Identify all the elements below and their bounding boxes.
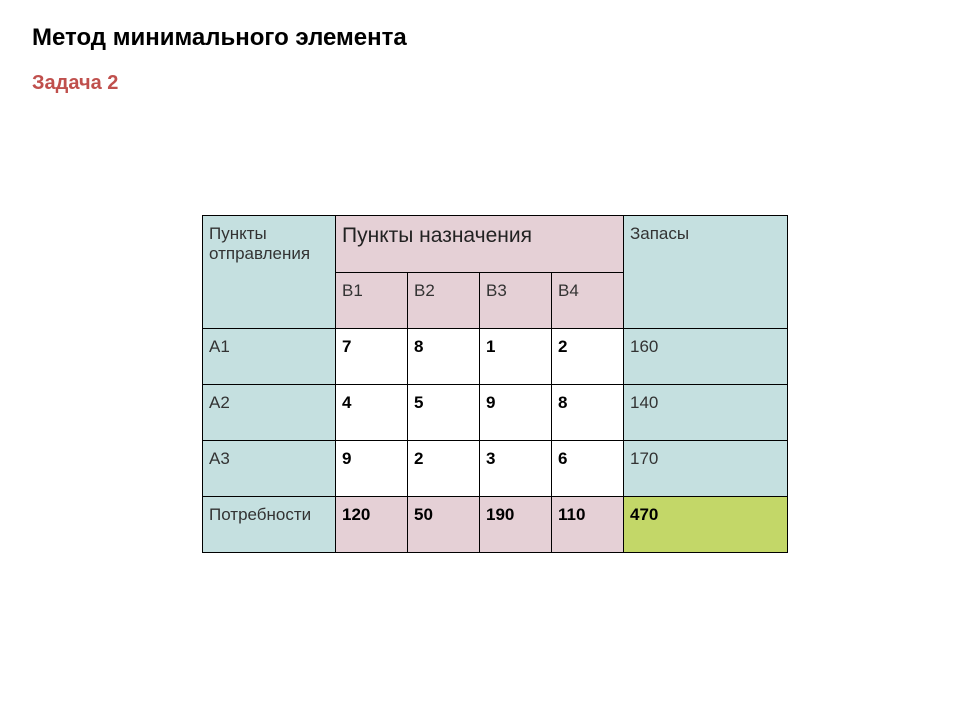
cost-a2-b3: 9 [480, 385, 552, 441]
cost-a1-b2: 8 [408, 329, 480, 385]
dest-b3: B3 [480, 273, 552, 329]
page-title: Метод минимального элемента [32, 24, 928, 52]
cost-a1-b1: 7 [336, 329, 408, 385]
cost-a2-b1: 4 [336, 385, 408, 441]
dest-b2: B2 [408, 273, 480, 329]
stock-a1: 160 [624, 329, 788, 385]
need-b3: 190 [480, 497, 552, 553]
src-a3: A3 [203, 441, 336, 497]
cost-a1-b3: 1 [480, 329, 552, 385]
transportation-table: Пункты отправления Пункты назначения Зап… [202, 215, 788, 553]
dest-b1: B1 [336, 273, 408, 329]
stock-a3: 170 [624, 441, 788, 497]
cost-a1-b4: 2 [552, 329, 624, 385]
stock-a2: 140 [624, 385, 788, 441]
header-needs: Потребности [203, 497, 336, 553]
src-a2: A2 [203, 385, 336, 441]
header-stock: Запасы [624, 216, 788, 329]
need-b2: 50 [408, 497, 480, 553]
cost-a2-b2: 5 [408, 385, 480, 441]
need-b1: 120 [336, 497, 408, 553]
page-subtitle: Задача 2 [32, 72, 928, 95]
row-a1: A1 7 8 1 2 160 [203, 329, 788, 385]
transportation-table-container: Пункты отправления Пункты назначения Зап… [202, 215, 928, 553]
row-a3: A3 9 2 3 6 170 [203, 441, 788, 497]
cost-a3-b3: 3 [480, 441, 552, 497]
header-destinations: Пункты назначения [336, 216, 624, 273]
row-a2: A2 4 5 9 8 140 [203, 385, 788, 441]
cost-a3-b1: 9 [336, 441, 408, 497]
src-a1: A1 [203, 329, 336, 385]
cost-a3-b2: 2 [408, 441, 480, 497]
cost-a3-b4: 6 [552, 441, 624, 497]
cost-a2-b4: 8 [552, 385, 624, 441]
need-b4: 110 [552, 497, 624, 553]
header-row-1: Пункты отправления Пункты назначения Зап… [203, 216, 788, 273]
dest-b4: B4 [552, 273, 624, 329]
header-sources: Пункты отправления [203, 216, 336, 329]
total-cell: 470 [624, 497, 788, 553]
row-needs: Потребности 120 50 190 110 470 [203, 497, 788, 553]
